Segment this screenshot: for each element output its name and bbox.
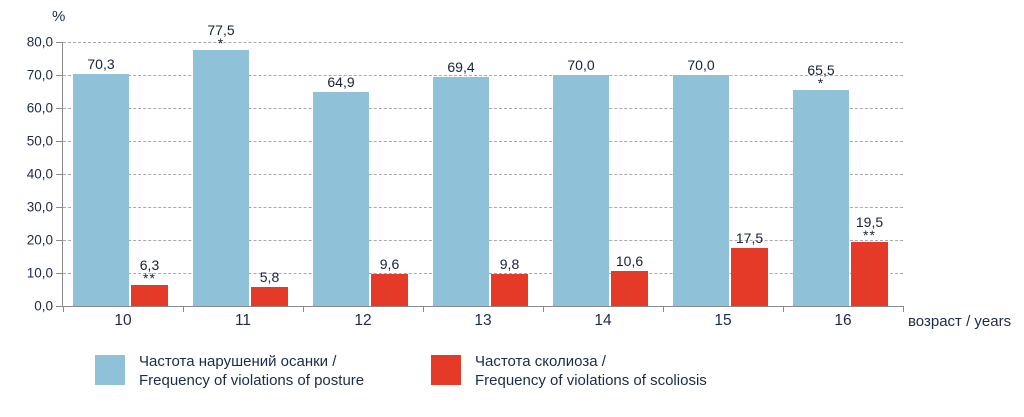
bar-value: 17,5 bbox=[735, 230, 764, 247]
y-tick-label: 0,0 bbox=[34, 298, 53, 314]
legend-swatch bbox=[95, 355, 125, 385]
y-axis-tick bbox=[56, 107, 63, 109]
bar-value-label: 77,5 * bbox=[179, 22, 263, 52]
significance-asterisk: * bbox=[817, 74, 825, 91]
x-axis-tick bbox=[543, 306, 544, 312]
y-axis-unit-label: % bbox=[52, 8, 66, 25]
significance-asterisk: ** bbox=[863, 226, 876, 243]
bar-posture bbox=[553, 75, 609, 306]
bar-value-label: 19,5 ** bbox=[837, 213, 902, 243]
bar-posture bbox=[313, 91, 369, 306]
x-tick-label: 12 bbox=[354, 312, 372, 329]
bar-scoliosis bbox=[731, 248, 768, 306]
y-axis-tick bbox=[56, 74, 63, 76]
x-axis-tick bbox=[903, 306, 904, 312]
bar-value: 19,5 bbox=[855, 213, 884, 230]
y-axis-tick bbox=[56, 173, 63, 175]
legend-swatch bbox=[431, 355, 461, 385]
bar-value-label: 5,8 bbox=[237, 269, 302, 285]
x-tick-label: 11 bbox=[234, 312, 252, 329]
bar-scoliosis bbox=[371, 274, 408, 306]
gridline bbox=[63, 41, 903, 43]
bar-value: 77,5 bbox=[207, 22, 235, 39]
bar-posture bbox=[793, 89, 849, 306]
bar-value: 70,0 bbox=[687, 57, 715, 73]
bar-posture bbox=[73, 74, 129, 306]
bar-posture bbox=[433, 76, 489, 306]
legend-label-scoliosis: Частота сколиоза / Frequency of violatio… bbox=[475, 352, 707, 390]
bar-value: 9,6 bbox=[379, 256, 400, 273]
legend-label-line: Частота сколиоза / bbox=[475, 353, 606, 370]
x-tick-label: 10 bbox=[114, 312, 132, 329]
bar-value: 70,0 bbox=[567, 57, 595, 73]
bar-value: 6,3 bbox=[139, 257, 160, 274]
x-axis-tick bbox=[783, 306, 784, 312]
bar-scoliosis bbox=[611, 271, 648, 306]
x-tick-label: 15 bbox=[714, 312, 732, 329]
y-tick-label: 80,0 bbox=[26, 34, 53, 50]
x-tick-label: 16 bbox=[834, 312, 852, 329]
x-axis-tick bbox=[423, 306, 424, 312]
bar-scoliosis bbox=[491, 273, 528, 306]
y-axis-tick bbox=[56, 239, 63, 241]
legend-item-posture: Частота нарушений осанки / Frequency of … bbox=[95, 352, 431, 390]
y-tick-label: 70,0 bbox=[26, 67, 53, 83]
bar-value: 69,4 bbox=[447, 58, 475, 75]
legend-label-posture: Частота нарушений осанки / Frequency of … bbox=[139, 352, 364, 390]
bar-value-label: 6,3 ** bbox=[117, 257, 182, 287]
bar-value: 65,5 bbox=[807, 61, 835, 78]
bar-value-label: 65,5 * bbox=[779, 61, 863, 91]
x-tick-label: 13 bbox=[474, 312, 492, 329]
y-axis-tick bbox=[56, 305, 63, 307]
x-axis-tick bbox=[663, 306, 664, 312]
legend-label-line: Frequency of violations of scoliosis bbox=[475, 372, 707, 389]
bar-scoliosis bbox=[851, 241, 888, 306]
y-tick-label: 10,0 bbox=[26, 265, 53, 281]
bar-scoliosis bbox=[251, 286, 288, 306]
bar-value: 70,3 bbox=[87, 56, 115, 73]
x-axis-tick bbox=[183, 306, 184, 312]
y-tick-label: 20,0 bbox=[26, 232, 53, 248]
y-tick-label: 30,0 bbox=[26, 199, 53, 215]
y-axis-tick bbox=[56, 206, 63, 208]
legend-label-line: Frequency of violations of posture bbox=[139, 372, 365, 389]
bar-value-label: 70,0 bbox=[659, 57, 743, 73]
x-tick-label: 14 bbox=[594, 312, 612, 329]
plot-area: 0,0 10,0 20,0 30,0 40,0 50,0 60,0 70,0 80,0 10 11 1… bbox=[27, 22, 904, 329]
legend-label-line: Частота нарушений осанки / bbox=[139, 353, 337, 370]
gridline bbox=[63, 74, 903, 76]
y-axis-tick bbox=[56, 140, 63, 142]
bar-value-label: 17,5 bbox=[717, 230, 782, 246]
bar-value-label: 9,8 bbox=[477, 256, 542, 272]
bar-value: 5,8 bbox=[259, 268, 280, 285]
y-tick-label: 60,0 bbox=[26, 100, 53, 116]
x-axis-unit-label: возраст / years bbox=[908, 313, 1012, 330]
bar-value-label: 9,6 bbox=[357, 256, 422, 272]
bar-value: 10,6 bbox=[615, 253, 644, 270]
bar-value: 9,8 bbox=[499, 255, 520, 272]
x-axis-tick bbox=[303, 306, 304, 312]
bar-posture bbox=[673, 75, 729, 306]
x-axis-tick bbox=[63, 306, 64, 312]
bar-posture bbox=[193, 50, 249, 306]
y-axis-tick bbox=[56, 272, 63, 274]
bar-value-label: 10,6 bbox=[597, 253, 662, 269]
legend-item-scoliosis: Частота сколиоза / Frequency of violatio… bbox=[431, 352, 767, 390]
bar-scoliosis bbox=[131, 285, 168, 306]
bar-value: 64,9 bbox=[327, 73, 355, 90]
significance-asterisk: * bbox=[217, 35, 225, 52]
bar-value-label: 64,9 bbox=[299, 74, 383, 90]
bar-value-label: 69,4 bbox=[419, 59, 503, 75]
y-tick-label: 40,0 bbox=[26, 166, 53, 182]
y-axis-tick bbox=[56, 41, 63, 43]
legend: Частота нарушений осанки / Frequency of … bbox=[95, 352, 767, 390]
significance-asterisk: ** bbox=[143, 270, 156, 287]
bar-value-label: 70,3 bbox=[59, 56, 143, 72]
bar-value-label: 70,0 bbox=[539, 57, 623, 73]
y-tick-label: 50,0 bbox=[26, 133, 53, 149]
